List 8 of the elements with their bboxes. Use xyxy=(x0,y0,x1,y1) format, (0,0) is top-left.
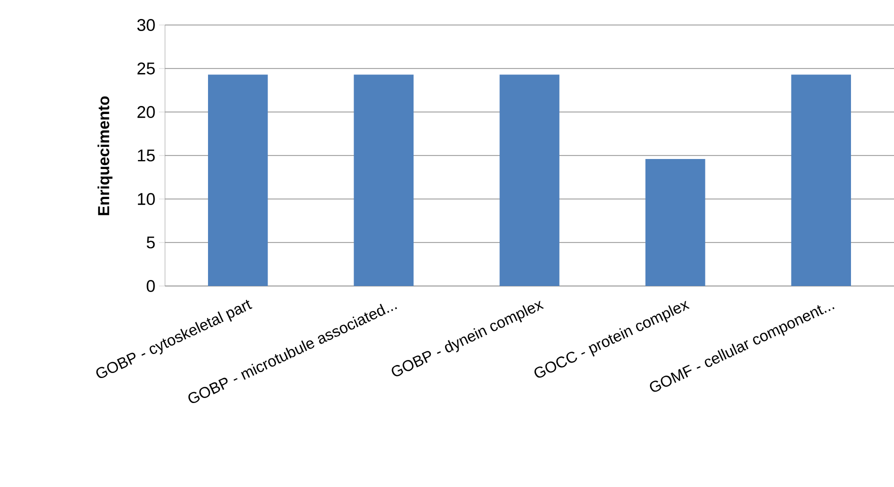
y-tick-label: 10 xyxy=(138,193,155,205)
y-tick-label: 5 xyxy=(146,236,155,248)
y-axis-title: Enriquecimento xyxy=(98,96,112,216)
y-tick-label: 25 xyxy=(138,62,155,74)
y-tick-label: 0 xyxy=(146,280,155,292)
y-tick-label: 20 xyxy=(138,106,155,118)
y-tick-label: 30 xyxy=(137,19,155,31)
y-tick-label: 15 xyxy=(138,150,155,162)
